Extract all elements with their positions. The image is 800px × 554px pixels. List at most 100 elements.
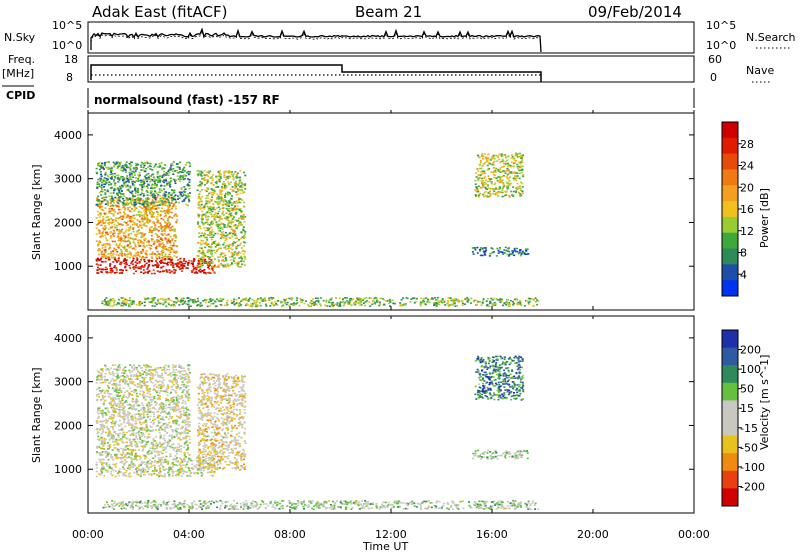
echo-cell xyxy=(479,250,482,252)
echo-cell xyxy=(144,364,147,367)
echo-cell xyxy=(119,239,122,242)
echo-cell xyxy=(122,166,125,169)
echo-cell xyxy=(163,181,166,184)
echo-cell xyxy=(198,193,201,196)
echo-cell xyxy=(152,204,155,207)
echo-cell xyxy=(191,460,194,462)
echo-cell xyxy=(133,209,136,212)
echo-cell xyxy=(145,199,148,201)
echo-cell xyxy=(169,223,172,225)
echo-cell xyxy=(145,212,148,214)
echo-cell xyxy=(172,458,175,461)
echo-cell xyxy=(144,251,147,254)
echo-cell xyxy=(336,304,339,306)
echo-cell xyxy=(190,467,193,469)
echo-cell xyxy=(134,174,136,176)
echo-cell xyxy=(123,211,126,213)
echo-cell xyxy=(150,234,153,237)
echo-cell xyxy=(163,302,166,304)
echo-cell xyxy=(114,177,117,179)
echo-cell xyxy=(511,194,514,196)
echo-cell xyxy=(106,200,109,203)
echo-cell xyxy=(207,256,210,258)
echo-cell xyxy=(109,263,112,265)
echo-cell xyxy=(147,203,150,206)
echo-cell xyxy=(165,215,167,217)
echo-cell xyxy=(165,198,168,200)
echo-cell xyxy=(119,185,121,188)
echo-cell xyxy=(132,228,135,230)
echo-cell xyxy=(389,301,392,303)
echo-cell xyxy=(197,197,200,200)
echo-cell xyxy=(134,186,137,189)
echo-cell xyxy=(124,207,127,210)
echo-cell xyxy=(163,170,165,173)
echo-cell xyxy=(187,300,190,302)
echo-cell xyxy=(199,205,202,207)
echo-cell xyxy=(492,167,495,169)
echo-cell xyxy=(217,203,220,206)
echo-cell xyxy=(242,192,245,194)
echo-cell xyxy=(153,241,156,244)
echo-cell xyxy=(433,303,436,305)
echo-cell xyxy=(122,217,125,220)
echo-cell xyxy=(146,161,149,163)
echo-cell xyxy=(239,198,242,200)
echo-cell xyxy=(143,212,146,214)
echo-cell xyxy=(111,176,113,178)
echo-cell xyxy=(156,204,159,207)
echo-cell xyxy=(200,170,203,173)
echo-cell xyxy=(446,302,449,305)
echo-cell xyxy=(117,257,120,260)
echo-cell xyxy=(476,252,479,254)
echo-cell xyxy=(101,165,104,168)
echo-cell xyxy=(519,161,522,163)
echo-cell xyxy=(209,231,212,233)
echo-cell xyxy=(149,230,152,232)
echo-cell xyxy=(179,300,182,303)
echo-cell xyxy=(107,420,109,422)
echo-cell xyxy=(243,241,246,244)
echo-cell xyxy=(136,258,139,260)
echo-cell xyxy=(204,258,207,261)
echo-cell xyxy=(169,426,172,429)
echo-cell xyxy=(262,298,265,301)
echo-cell xyxy=(514,175,517,177)
echo-cell xyxy=(319,303,321,305)
echo-cell xyxy=(133,254,136,257)
echo-cell xyxy=(168,229,171,231)
echo-cell xyxy=(124,235,127,237)
echo-cell xyxy=(202,465,205,467)
echo-cell xyxy=(487,153,490,156)
echo-cell xyxy=(134,261,137,263)
echo-cell xyxy=(98,259,101,262)
echo-cell xyxy=(207,200,210,203)
echo-cell xyxy=(153,227,155,230)
echo-cell xyxy=(121,415,124,418)
echo-cell xyxy=(165,201,168,204)
echo-cell xyxy=(240,211,243,214)
echo-cell xyxy=(157,179,160,182)
echo-cell xyxy=(466,297,469,299)
echo-cell xyxy=(153,387,156,390)
echo-cell xyxy=(218,189,221,192)
echo-cell xyxy=(103,162,106,164)
echo-cell xyxy=(115,197,118,200)
echo-cell xyxy=(131,181,134,183)
echo-cell xyxy=(170,247,173,249)
echo-cell xyxy=(101,467,103,470)
echo-cell xyxy=(112,463,115,466)
echo-cell xyxy=(477,301,480,303)
echo-cell xyxy=(152,196,155,199)
echo-cell xyxy=(132,220,135,223)
echo-cell xyxy=(120,375,123,377)
echo-cell xyxy=(185,175,188,177)
echo-cell xyxy=(216,202,219,205)
echo-cell xyxy=(128,468,131,471)
echo-cell xyxy=(109,267,112,270)
echo-cell xyxy=(501,179,504,181)
echo-cell xyxy=(124,299,127,302)
echo-cell xyxy=(128,202,130,205)
echo-cell xyxy=(113,232,116,234)
echo-cell xyxy=(221,256,224,258)
